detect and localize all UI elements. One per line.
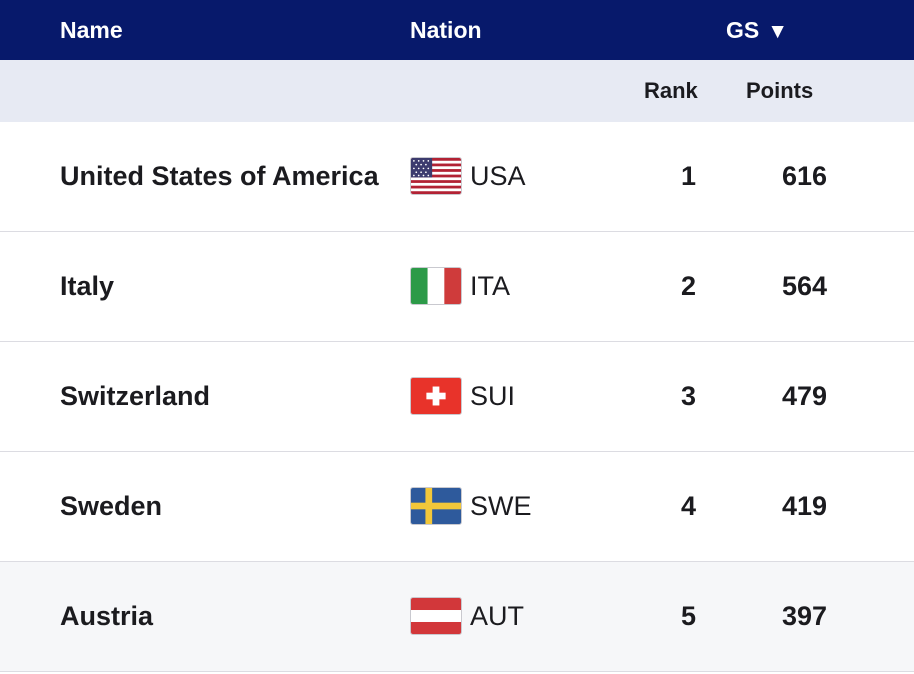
points-value: 616 [781,161,827,191]
nation-code: SWE [470,491,532,521]
nation-code: ITA [470,271,510,301]
gs-label: GS [726,17,760,43]
nation-column-header[interactable]: Nation [410,17,482,43]
rank-value: 1 [680,161,696,191]
table-row[interactable]: Sweden SWE 4 419 [0,452,914,562]
points-value: 397 [781,601,827,631]
sort-descending-icon: ▼ [767,20,789,43]
rank-value: 2 [680,271,696,301]
gs-sort-header[interactable]: GS ▼ [726,0,788,60]
points-value: 479 [781,381,827,411]
rank-value: 5 [680,601,696,631]
points-column-header[interactable]: Points [746,78,814,103]
nation-name[interactable]: Switzerland [60,381,211,411]
italy-flag-icon [410,267,462,305]
switzerland-flag-icon [410,377,462,415]
table-row[interactable]: Italy ITA 2 564 [0,232,914,342]
table-header: Name Nation GS ▼ [0,0,914,60]
rank-column-header[interactable]: Rank [644,78,698,103]
rank-value: 4 [680,491,696,521]
table-subheader: Rank Points [0,60,914,122]
nation-name[interactable]: Italy [60,271,115,301]
rank-value: 3 [680,381,696,411]
nation-name[interactable]: Sweden [60,491,163,521]
table-row[interactable]: United States of America [0,122,914,232]
table-row[interactable]: Switzerland SUI 3 479 [0,342,914,452]
nation-name[interactable]: Austria [60,601,154,631]
nation-name[interactable]: United States of America [60,161,379,191]
sweden-flag-icon [410,487,462,525]
nation-code: AUT [470,601,524,631]
points-value: 564 [781,271,827,301]
nation-code: SUI [470,381,516,411]
nation-code: USA [470,161,526,191]
name-column-header[interactable]: Name [60,17,123,43]
austria-flag-icon [410,597,462,635]
usa-flag-icon [410,157,462,195]
points-value: 419 [781,491,827,521]
table-row[interactable]: Austria AUT 5 397 [0,562,914,672]
